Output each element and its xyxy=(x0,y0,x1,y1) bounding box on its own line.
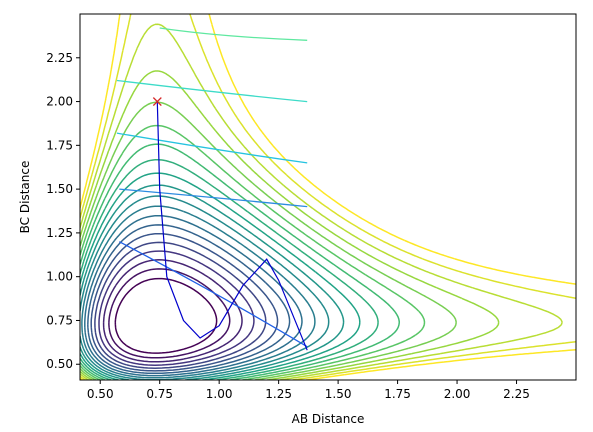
x-tick-label: 1.50 xyxy=(325,387,352,401)
contour-level xyxy=(80,158,379,380)
x-tick-label: 0.75 xyxy=(146,387,173,401)
contour-level xyxy=(81,205,316,379)
y-tick-label: 1.00 xyxy=(46,270,73,284)
contour-level xyxy=(80,101,457,380)
contour-line xyxy=(116,79,308,103)
y-tick-label: 2.25 xyxy=(46,51,73,65)
x-tick-label: 1.00 xyxy=(206,387,233,401)
contour-level xyxy=(80,124,426,380)
x-tick-label: 2.00 xyxy=(444,387,471,401)
x-axis: 0.50 0.75 1.00 1.25 1.50 1.75 2.00 2.25 xyxy=(87,380,530,401)
x-tick-label: 1.25 xyxy=(265,387,292,401)
contour-level xyxy=(84,214,303,377)
contour-level xyxy=(80,23,563,380)
contour-level xyxy=(80,70,500,380)
y-tick-label: 0.50 xyxy=(46,357,73,371)
contour-level xyxy=(87,224,291,375)
contour-level xyxy=(98,250,255,366)
contour-line xyxy=(159,27,308,41)
y-tick-label: 1.75 xyxy=(46,138,73,152)
contour-line xyxy=(116,132,308,164)
contour-level xyxy=(80,195,330,380)
contour-lines xyxy=(80,14,576,380)
x-tick-label: 1.75 xyxy=(384,387,411,401)
contour-level xyxy=(90,232,279,372)
start-marker xyxy=(152,97,162,107)
y-tick-label: 1.50 xyxy=(46,182,73,196)
y-axis-label: BC Distance xyxy=(18,161,32,234)
y-tick-label: 0.75 xyxy=(46,313,73,327)
x-axis-label: AB Distance xyxy=(292,412,365,426)
contour-level xyxy=(80,184,345,380)
y-axis: 0.50 0.75 1.00 1.25 1.50 1.75 2.00 2.25 xyxy=(46,51,80,371)
contour-level xyxy=(108,268,231,359)
x-tick-label: 0.50 xyxy=(87,387,114,401)
contour-line xyxy=(119,188,308,208)
contour-level xyxy=(80,172,361,380)
trajectory-group xyxy=(152,97,308,351)
plot-frame xyxy=(79,13,577,381)
contour-level xyxy=(94,241,267,369)
contour-line xyxy=(118,241,308,348)
contour-level xyxy=(80,14,576,380)
trajectory-line xyxy=(156,101,308,351)
contour-level xyxy=(80,14,576,380)
contour-level xyxy=(114,277,218,354)
x-tick-label: 2.25 xyxy=(503,387,530,401)
y-tick-label: 1.25 xyxy=(46,226,73,240)
contour-level xyxy=(80,143,401,380)
y-tick-label: 2.00 xyxy=(46,95,73,109)
